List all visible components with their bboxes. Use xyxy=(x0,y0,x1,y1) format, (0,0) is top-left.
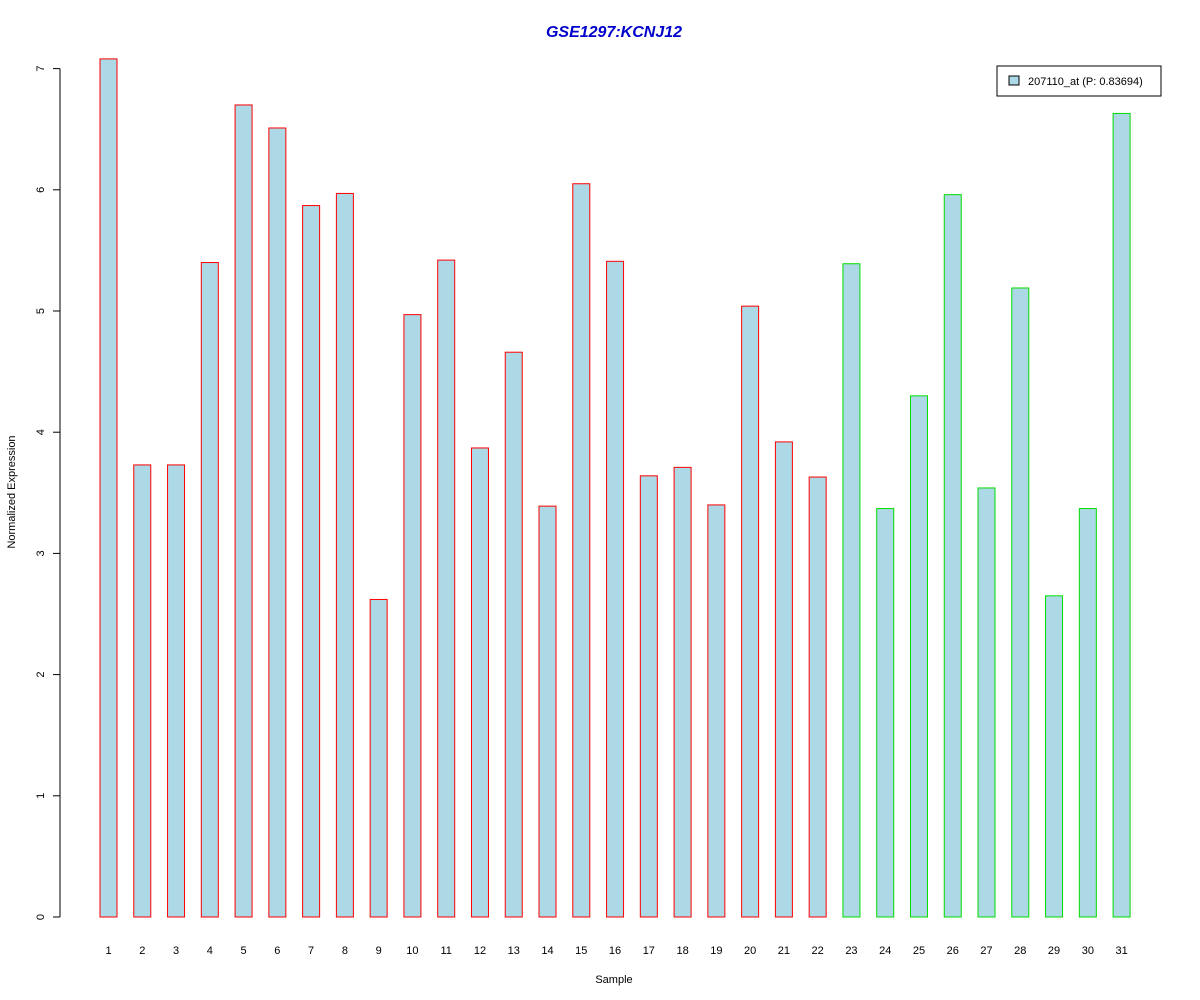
x-tick-label: 15 xyxy=(575,945,587,957)
bar xyxy=(234,104,253,918)
x-tick-label: 9 xyxy=(376,945,382,957)
bar xyxy=(707,504,726,918)
y-tick-label: 6 xyxy=(35,187,47,193)
y-tick-label: 0 xyxy=(35,914,47,920)
x-tick-label: 18 xyxy=(676,945,688,957)
x-axis-label: Sample xyxy=(595,974,632,986)
bar xyxy=(167,464,186,918)
x-tick-label: 20 xyxy=(744,945,756,957)
x-tick-label: 17 xyxy=(643,945,655,957)
bar xyxy=(774,441,793,918)
bar xyxy=(1112,112,1131,918)
x-tick-label: 3 xyxy=(173,945,179,957)
legend: 207110_at (P: 0.83694) xyxy=(996,65,1162,97)
x-tick-label: 22 xyxy=(812,945,824,957)
bar xyxy=(335,192,354,918)
x-tick-label: 31 xyxy=(1115,945,1127,957)
x-tick-label: 23 xyxy=(845,945,857,957)
bar xyxy=(200,262,219,918)
bar xyxy=(606,260,625,918)
legend-swatch xyxy=(1008,75,1020,86)
x-tick-label: 26 xyxy=(947,945,959,957)
x-tick-label: 12 xyxy=(474,945,486,957)
x-tick-label: 25 xyxy=(913,945,925,957)
y-tick-label: 7 xyxy=(35,66,47,72)
x-tick-label: 2 xyxy=(139,945,145,957)
x-tick-label: 16 xyxy=(609,945,621,957)
bar xyxy=(741,305,760,918)
bar xyxy=(470,447,489,918)
x-tick-label: 29 xyxy=(1048,945,1060,957)
x-tick-label: 1 xyxy=(105,945,111,957)
x-tick-label: 30 xyxy=(1082,945,1094,957)
chart-title: GSE1297:KCNJ12 xyxy=(546,24,682,41)
bar xyxy=(977,487,996,918)
x-tick-label: 7 xyxy=(308,945,314,957)
x-tick-label: 21 xyxy=(778,945,790,957)
x-tick-label: 6 xyxy=(274,945,280,957)
bar xyxy=(403,314,422,918)
bar xyxy=(538,505,557,918)
bar xyxy=(268,127,287,918)
bar xyxy=(437,259,456,918)
bar xyxy=(572,183,591,918)
bar xyxy=(302,205,321,918)
bar xyxy=(1011,287,1030,918)
y-tick-label: 4 xyxy=(35,429,47,435)
legend-box xyxy=(996,65,1162,97)
bar xyxy=(99,58,118,918)
bar xyxy=(673,466,692,918)
bar xyxy=(1078,508,1097,918)
bar xyxy=(876,508,895,918)
bars-group xyxy=(99,58,1131,918)
y-tick-label: 3 xyxy=(35,550,47,556)
y-tick-label: 1 xyxy=(35,793,47,799)
bar xyxy=(1045,595,1064,918)
y-tick-label: 5 xyxy=(35,308,47,314)
x-tick-label: 11 xyxy=(440,945,451,957)
x-tick-label: 24 xyxy=(879,945,891,957)
bar xyxy=(504,351,523,918)
bar xyxy=(369,598,388,918)
y-tick-label: 2 xyxy=(35,672,47,678)
bar xyxy=(133,464,152,918)
x-tick-label: 28 xyxy=(1014,945,1026,957)
x-tick-label: 27 xyxy=(980,945,992,957)
x-tick-label: 19 xyxy=(710,945,722,957)
x-tick-label: 4 xyxy=(207,945,213,957)
bar xyxy=(943,194,962,918)
x-tick-label: 10 xyxy=(406,945,418,957)
y-axis-label: Normalized Expression xyxy=(6,435,18,548)
x-tick-label: 5 xyxy=(241,945,247,957)
x-tick-label: 14 xyxy=(541,945,553,957)
y-axis: 0 1 2 3 4 5 6 7 xyxy=(35,66,61,920)
bar xyxy=(808,476,827,918)
bar xyxy=(842,263,861,918)
x-tick-label: 13 xyxy=(508,945,520,957)
bar xyxy=(639,475,658,918)
bar xyxy=(909,395,928,918)
legend-label: 207110_at (P: 0.83694) xyxy=(1028,76,1143,88)
x-tick-labels: 1 2 3 4 5 6 7 8 9 10 11 12 13 14 15 16 17 18 19 20 21 22 23 24 2… xyxy=(105,945,1127,957)
x-tick-label: 8 xyxy=(342,945,348,957)
